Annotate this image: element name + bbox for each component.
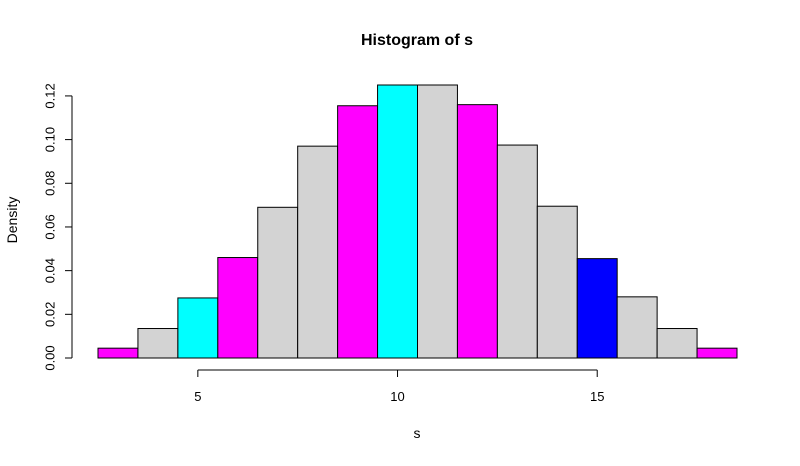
histogram-bar-16 xyxy=(696,347,738,359)
y-tick-label: 0.08 xyxy=(43,171,58,196)
y-axis-label: Density xyxy=(4,197,20,244)
histogram-bar-7 xyxy=(337,105,379,359)
histogram-bar-2 xyxy=(137,328,179,359)
x-tick-label: 10 xyxy=(390,389,404,404)
y-tick-label: 0.02 xyxy=(43,302,58,327)
histogram-bar-8 xyxy=(377,84,418,359)
x-axis: 5 10 15 xyxy=(194,369,604,404)
y-tick-label: 0.12 xyxy=(43,83,58,108)
bars-layer xyxy=(97,84,738,359)
y-tick-label: 0.04 xyxy=(43,258,58,283)
chart-title: Histogram of s xyxy=(361,32,473,49)
x-tick-label: 5 xyxy=(194,389,201,404)
histogram-bar-13 xyxy=(576,258,618,359)
histogram-bar-1 xyxy=(97,347,139,359)
histogram-bar-3 xyxy=(177,297,219,359)
histogram-bar-10 xyxy=(456,104,498,359)
histogram-bar-9 xyxy=(417,84,458,359)
y-tick-label: 0.06 xyxy=(43,214,58,239)
x-tick-label: 15 xyxy=(590,389,604,404)
histogram-bar-12 xyxy=(536,205,578,359)
y-tick-label: 0.10 xyxy=(43,127,58,152)
histogram-bar-11 xyxy=(496,144,538,359)
y-axis: 0.00 0.02 0.04 0.06 0.08 0.10 0.12 xyxy=(43,83,73,371)
y-tick-label: 0.00 xyxy=(43,345,58,370)
histogram-bar-4 xyxy=(217,257,259,359)
histogram-bar-5 xyxy=(257,206,299,359)
x-axis-label: s xyxy=(414,425,421,441)
histogram-bar-15 xyxy=(656,328,698,359)
histogram-bar-14 xyxy=(616,296,658,359)
histogram-bar-6 xyxy=(297,145,339,359)
